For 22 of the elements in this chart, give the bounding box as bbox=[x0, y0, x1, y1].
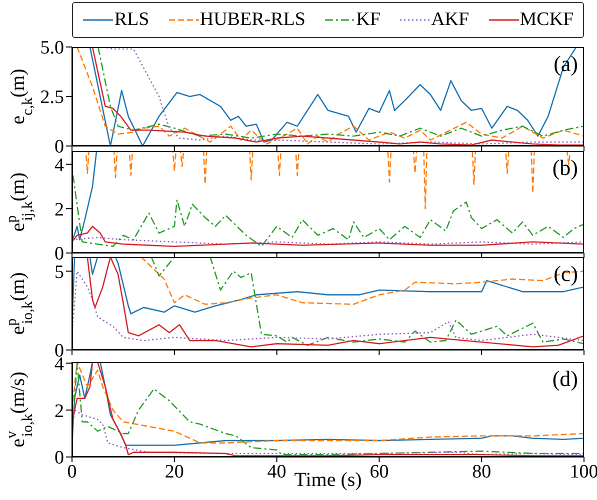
y-tick-label: 0 bbox=[54, 136, 64, 158]
y-tick-label: 5.0 bbox=[40, 38, 64, 59]
x-tick-label: 20 bbox=[164, 461, 184, 482]
line-series bbox=[72, 226, 584, 247]
y-tick-label: 0 bbox=[54, 448, 64, 469]
y-tick-label: 2.5 bbox=[40, 87, 64, 108]
legend-label: HUBER-RLS bbox=[200, 9, 306, 31]
x-tick-label: 60 bbox=[370, 461, 389, 482]
legend-label: MCKF bbox=[520, 9, 574, 31]
x-axis-title: Time (s) bbox=[294, 469, 362, 491]
annotation: (d) bbox=[552, 366, 578, 392]
line-series bbox=[72, 151, 98, 243]
legend-label: AKF bbox=[431, 9, 470, 31]
line-series bbox=[140, 257, 584, 305]
y-tick-label: 2 bbox=[54, 400, 64, 422]
y-tick-label: 2 bbox=[54, 199, 64, 220]
x-tick-label: 80 bbox=[472, 461, 492, 482]
annotation: (b) bbox=[552, 155, 578, 181]
legend-label: KF bbox=[356, 9, 380, 31]
x-tick-label: 40 bbox=[267, 461, 286, 482]
y-tick-label: 4 bbox=[54, 155, 64, 176]
legend-label: RLS bbox=[114, 9, 150, 31]
